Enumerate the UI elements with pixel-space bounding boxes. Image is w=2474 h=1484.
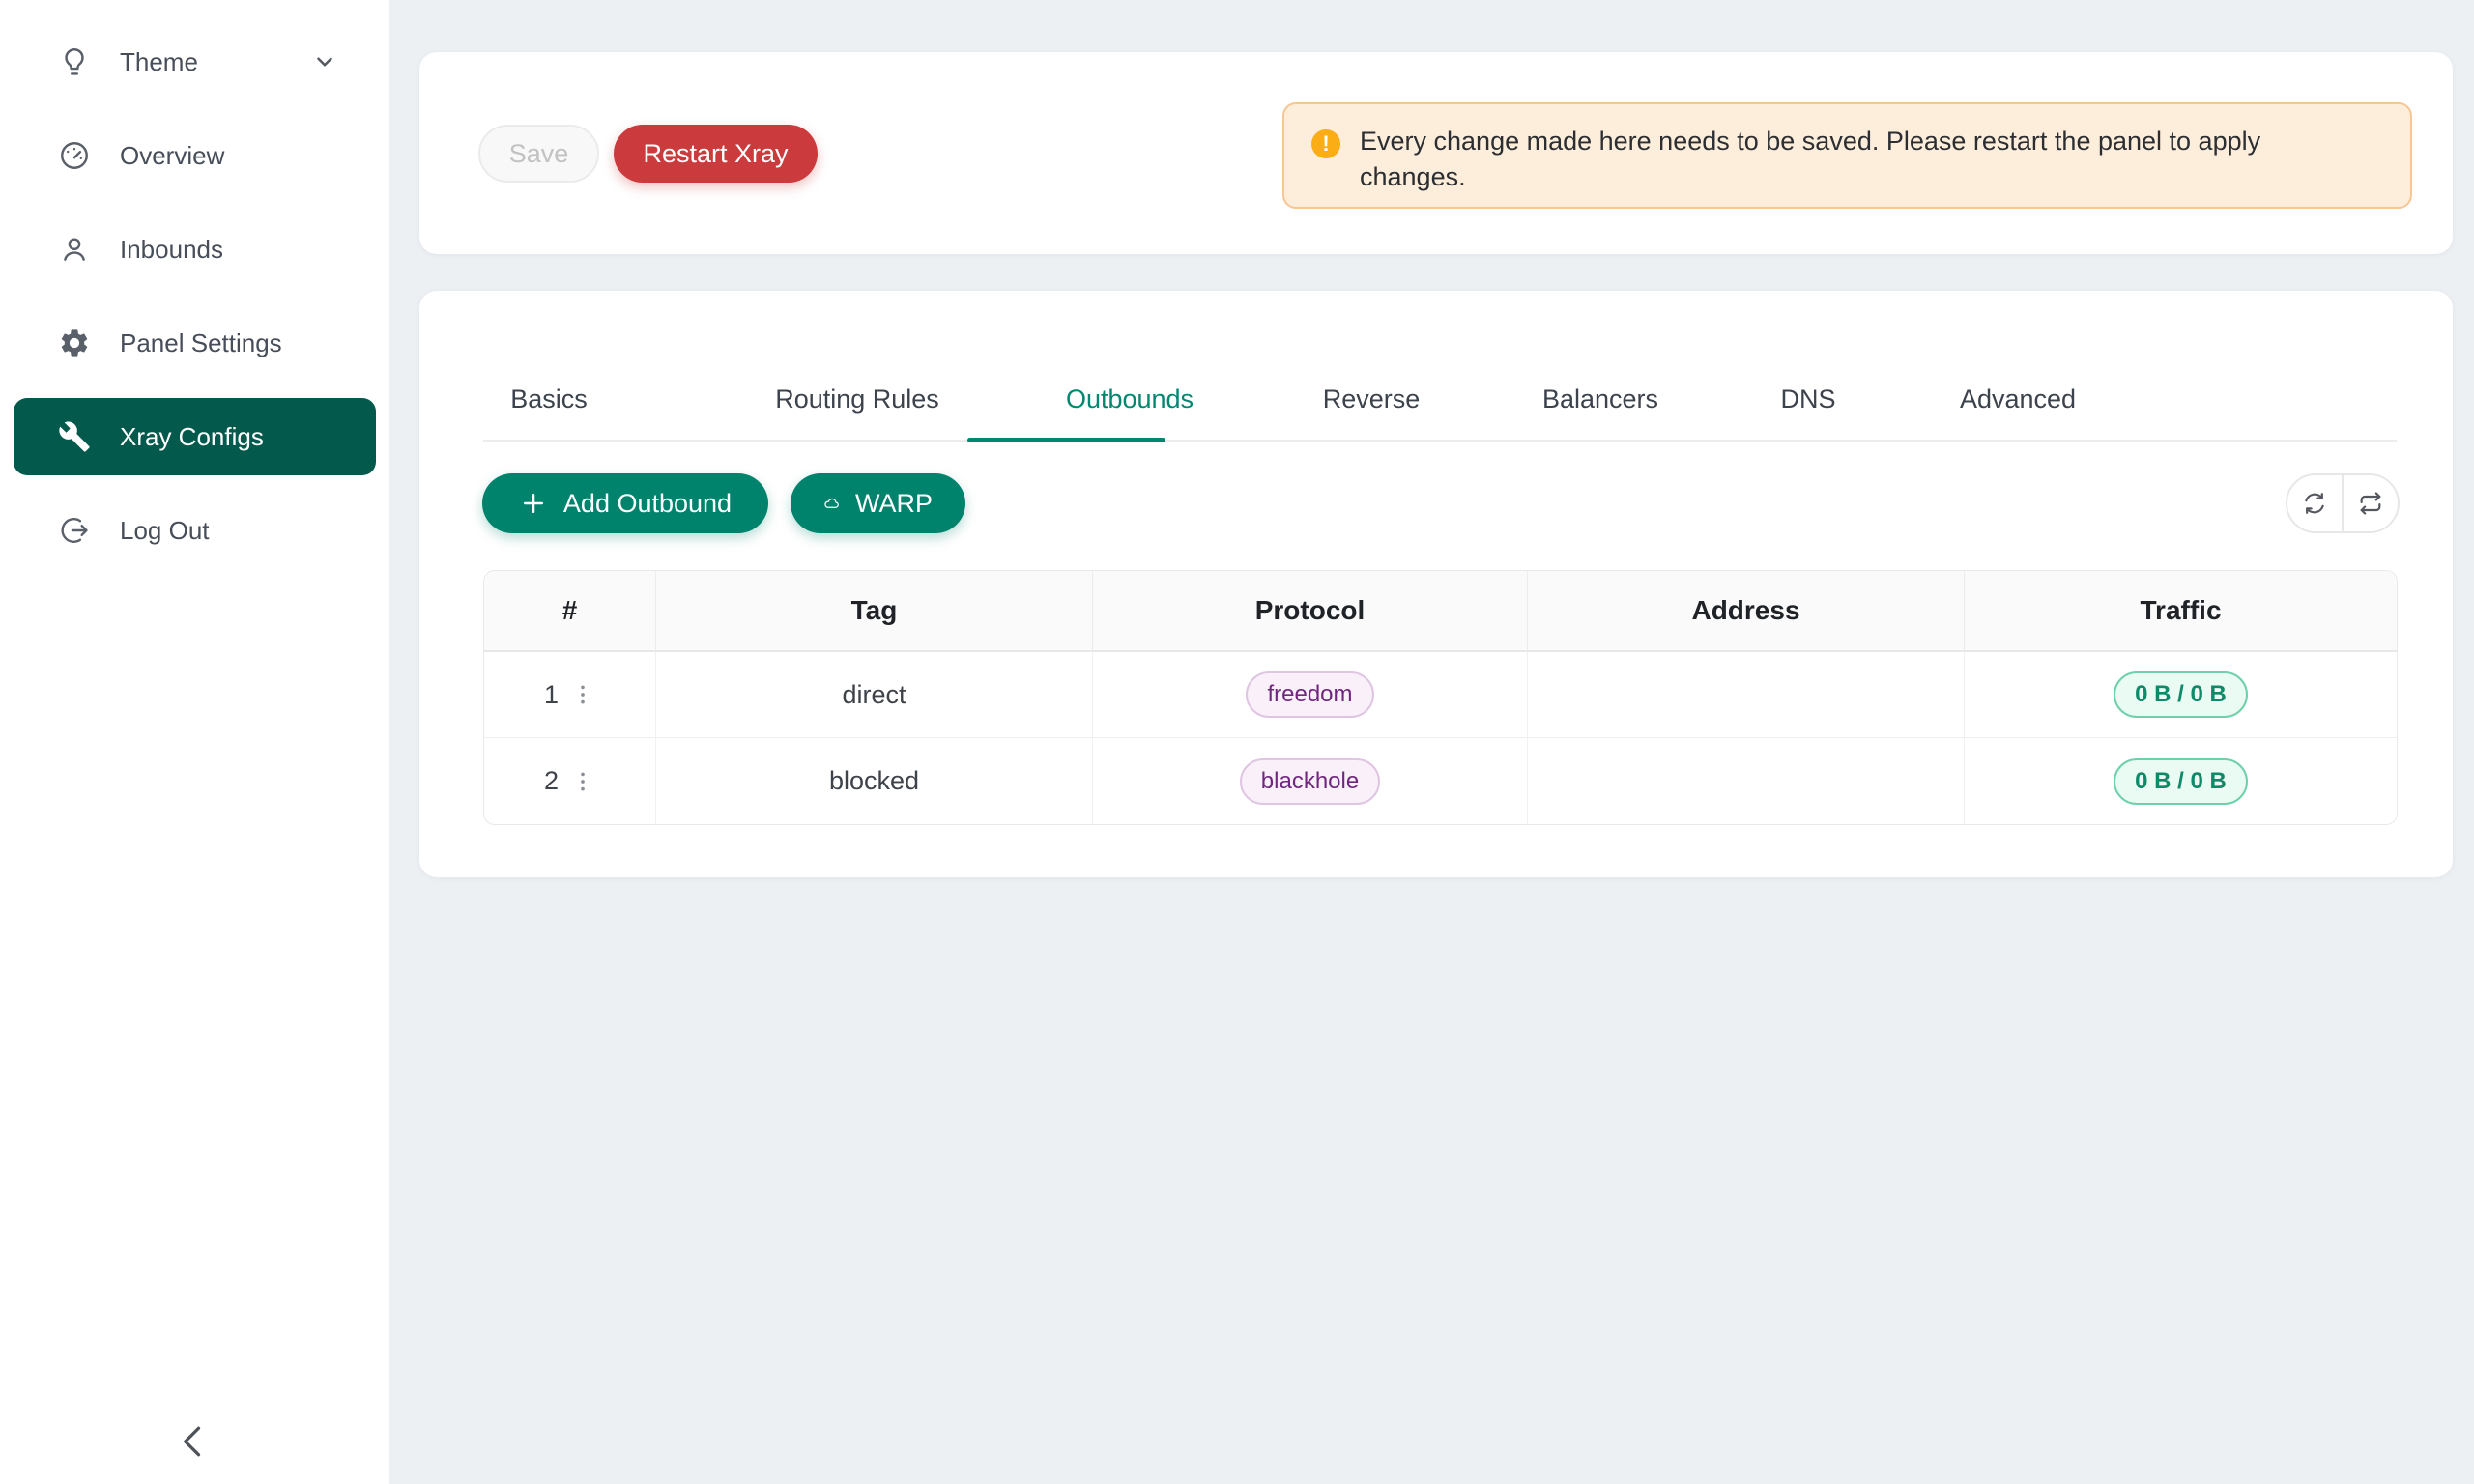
add-outbound-label: Add Outbound: [562, 488, 733, 518]
logout-icon: [58, 514, 91, 547]
tab-outbounds[interactable]: Outbounds: [1065, 385, 1194, 414]
chevron-down-icon: [312, 49, 337, 74]
sidebar-item-label: Panel Settings: [120, 328, 282, 357]
xray-config-card: Basics Routing Rules Outbounds Reverse B…: [419, 291, 2453, 877]
active-tab-indicator: [967, 438, 1165, 442]
sidebar: Theme Overview: [0, 0, 389, 1484]
row-index-cell: 1: [484, 652, 656, 738]
sidebar-item-label: Overview: [120, 140, 225, 170]
sync-icon: [2301, 490, 2328, 517]
tab-balancers[interactable]: Balancers: [1541, 385, 1659, 414]
alert-message: Every change made here needs to be saved…: [1360, 127, 2261, 191]
wrench-icon: [58, 420, 91, 453]
config-tabs: Basics Routing Rules Outbounds Reverse B…: [483, 377, 2397, 442]
sidebar-collapse-button[interactable]: [172, 1420, 215, 1463]
restart-warning-alert: ! Every change made here needs to be sav…: [1282, 102, 2412, 209]
warning-exclamation-icon: !: [1311, 129, 1340, 158]
sidebar-item-label: Log Out: [120, 515, 210, 545]
row-index-cell: 2: [484, 738, 656, 824]
warp-button[interactable]: WARP: [791, 473, 965, 533]
protocol-badge: blackhole: [1239, 757, 1381, 805]
sidebar-item-panel-settings[interactable]: Panel Settings: [14, 304, 376, 382]
save-button[interactable]: Save: [478, 125, 599, 183]
row-traffic-cell: 0 B / 0 B: [1965, 652, 2397, 738]
sidebar-item-label: Inbounds: [120, 234, 223, 264]
plus-icon: [519, 489, 548, 518]
sidebar-item-xray-configs[interactable]: Xray Configs: [14, 398, 376, 475]
row-tag-cell: direct: [656, 652, 1093, 738]
kebab-icon[interactable]: [570, 767, 595, 796]
sidebar-item-log-out[interactable]: Log Out: [14, 492, 376, 569]
outbounds-table: # Tag Protocol Address Traffic 1 direct …: [483, 570, 2398, 825]
row-protocol-cell: freedom: [1093, 652, 1528, 738]
tab-reverse[interactable]: Reverse: [1322, 385, 1421, 414]
tab-dns[interactable]: DNS: [1780, 385, 1836, 414]
row-number: 2: [543, 766, 560, 795]
warp-label: WARP: [855, 488, 933, 518]
sidebar-nav: Theme Overview: [0, 0, 389, 569]
dashboard-icon: [58, 139, 91, 172]
repeat-icon: [2357, 490, 2384, 517]
add-outbound-button[interactable]: Add Outbound: [482, 473, 768, 533]
column-header-traffic: Traffic: [1965, 571, 2397, 652]
column-header-index: #: [484, 571, 656, 652]
sidebar-item-label: Theme: [120, 46, 198, 76]
row-number: 1: [543, 679, 560, 709]
swap-direction-button[interactable]: [2342, 475, 2398, 531]
sidebar-item-label: Xray Configs: [120, 421, 264, 451]
restart-xray-button[interactable]: Restart Xray: [614, 125, 818, 183]
sidebar-item-theme[interactable]: Theme: [14, 23, 376, 100]
tab-advanced[interactable]: Advanced: [1959, 385, 2077, 414]
cloud-icon: [823, 489, 840, 518]
traffic-badge: 0 B / 0 B: [2114, 757, 2248, 805]
protocol-badge: freedom: [1246, 671, 1374, 718]
sidebar-item-inbounds[interactable]: Inbounds: [14, 211, 376, 288]
tab-basics[interactable]: Basics: [510, 385, 588, 414]
row-traffic-cell: 0 B / 0 B: [1965, 738, 2397, 824]
chevron-left-icon: [172, 1420, 215, 1463]
row-address-cell: [1528, 738, 1965, 824]
column-header-tag: Tag: [656, 571, 1093, 652]
user-icon: [58, 233, 91, 266]
kebab-icon[interactable]: [570, 680, 595, 709]
row-address-cell: [1528, 652, 1965, 738]
lightbulb-icon: [58, 45, 91, 78]
row-tag-cell: blocked: [656, 738, 1093, 824]
traffic-badge: 0 B / 0 B: [2114, 671, 2248, 718]
tab-routing-rules[interactable]: Routing Rules: [775, 385, 939, 414]
refresh-button[interactable]: [2287, 475, 2342, 531]
sidebar-item-overview[interactable]: Overview: [14, 117, 376, 194]
save-restart-card: Save Restart Xray ! Every change made he…: [419, 52, 2453, 254]
table-tools-group: [2286, 473, 2400, 533]
column-header-protocol: Protocol: [1093, 571, 1528, 652]
column-header-address: Address: [1528, 571, 1965, 652]
row-protocol-cell: blackhole: [1093, 738, 1528, 824]
gear-icon: [58, 327, 91, 359]
